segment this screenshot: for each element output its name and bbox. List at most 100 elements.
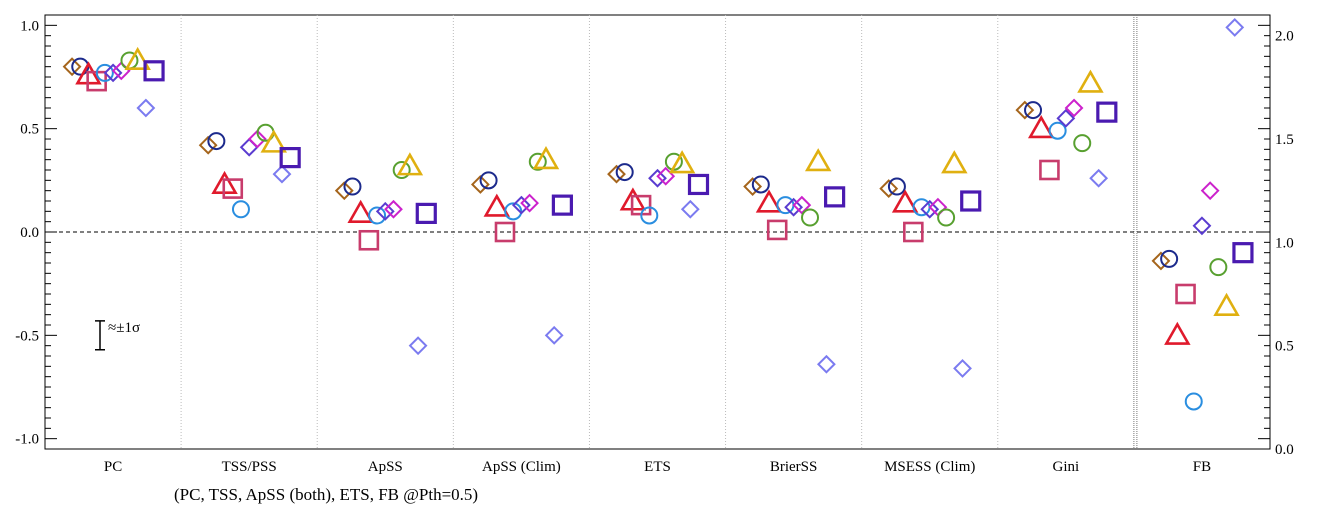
data-point <box>953 358 972 378</box>
data-point <box>62 57 82 77</box>
data-point <box>494 221 516 243</box>
category-label: FB <box>1193 459 1211 475</box>
data-point <box>804 148 832 172</box>
data-point <box>520 193 540 213</box>
data-point <box>656 166 676 186</box>
data-point <box>668 150 696 174</box>
data-point <box>1096 101 1118 123</box>
y2-tick-label: 1.0 <box>1275 235 1294 251</box>
data-point <box>801 208 820 227</box>
y-tick-label: -0.5 <box>15 328 39 344</box>
data-point <box>528 152 547 171</box>
data-point <box>279 147 301 169</box>
y2-tick-label: 2.0 <box>1275 29 1294 45</box>
data-point <box>408 336 428 356</box>
data-point <box>1151 251 1171 271</box>
data-point <box>239 137 259 157</box>
data-point <box>928 197 948 217</box>
category-label: ApSS <box>368 459 403 475</box>
y2-tick-label: 0.5 <box>1275 339 1294 355</box>
data-point <box>784 197 804 217</box>
data-point <box>879 179 899 199</box>
y-tick-label: -1.0 <box>15 432 39 448</box>
category-label: BrierSS <box>770 459 818 475</box>
error-bar-glyph <box>95 320 105 351</box>
data-point <box>1232 242 1254 264</box>
data-point <box>1209 258 1228 277</box>
data-markers <box>62 17 1254 411</box>
data-point <box>755 189 783 213</box>
data-point <box>912 198 931 217</box>
data-point <box>207 132 226 151</box>
category-label: ETS <box>644 459 671 475</box>
data-point <box>743 177 763 196</box>
data-point <box>136 98 156 118</box>
data-point <box>680 199 700 219</box>
data-point <box>1184 392 1203 411</box>
data-point <box>504 202 523 221</box>
data-point <box>1089 168 1109 188</box>
data-point <box>375 201 395 221</box>
category-label: PC <box>104 459 122 475</box>
data-point <box>103 63 123 83</box>
y2-axis-tick-labels: 2.0 1.5 1.0 0.5 0.0 <box>1275 29 1294 458</box>
data-point <box>231 200 250 219</box>
data-point <box>483 193 511 217</box>
data-point <box>648 168 667 188</box>
y-tick-label: 1.0 <box>20 18 39 34</box>
data-point <box>766 219 788 241</box>
data-point <box>1027 115 1055 139</box>
data-point <box>903 221 924 243</box>
y-tick-label: 0.0 <box>20 225 39 241</box>
data-point <box>941 150 968 174</box>
data-point <box>776 196 795 215</box>
data-point <box>960 190 982 212</box>
data-point <box>816 354 836 374</box>
data-point <box>347 199 374 223</box>
data-point <box>1175 283 1196 305</box>
data-point <box>479 171 498 190</box>
data-point <box>937 208 956 227</box>
x-axis-category-labels: PC TSS/PSS ApSS ApSS (Clim) ETS BrierSS MSESS … <box>104 459 1211 475</box>
data-point <box>1160 249 1179 268</box>
data-point <box>751 175 770 194</box>
data-point <box>334 181 354 201</box>
data-point <box>111 61 131 81</box>
error-bar-indicator: ≈±1σ <box>95 320 140 351</box>
data-point <box>1200 181 1220 201</box>
data-point <box>640 206 659 225</box>
error-bar-label: ≈±1σ <box>108 320 140 336</box>
data-point <box>384 199 403 219</box>
data-point <box>95 63 114 82</box>
data-point <box>1073 134 1092 153</box>
data-point <box>1048 121 1067 140</box>
data-point <box>824 186 846 208</box>
data-point <box>392 161 411 179</box>
data-point <box>544 325 564 345</box>
category-label: TSS/PSS <box>222 459 277 475</box>
data-point <box>247 129 267 149</box>
data-point <box>1164 321 1191 345</box>
data-point <box>198 135 218 155</box>
category-label: Gini <box>1052 459 1079 475</box>
data-point <box>1039 159 1060 181</box>
data-point <box>920 199 940 219</box>
data-point <box>615 163 634 182</box>
data-point <box>511 195 531 215</box>
data-point <box>143 60 165 82</box>
data-point <box>1024 101 1043 120</box>
data-point <box>532 146 560 170</box>
data-point <box>792 195 812 215</box>
data-point <box>1225 17 1245 37</box>
chart-footnote: (PC, TSS, ApSS (both), ETS, FB @Pth=0.5) <box>174 485 478 504</box>
data-point <box>1015 100 1035 120</box>
data-point <box>124 46 151 71</box>
y2-tick-label: 0.0 <box>1275 442 1294 458</box>
data-point <box>222 178 244 199</box>
y-tick-label: 0.5 <box>20 122 39 138</box>
category-label: ApSS (Clim) <box>482 459 561 475</box>
axis-ticks <box>45 24 1270 440</box>
data-point <box>607 164 626 184</box>
data-point <box>1056 108 1076 128</box>
